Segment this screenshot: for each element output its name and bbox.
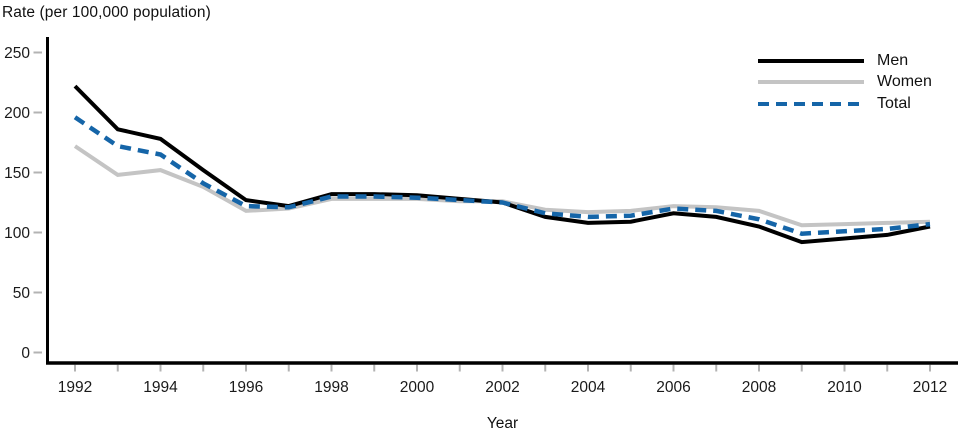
legend-label-women: Women [877,73,932,91]
legend-item-women: Women [758,72,932,94]
total-line-swatch [758,101,864,106]
y-tick-label: 50 [13,285,31,302]
y-tick-label: 250 [4,45,30,62]
x-tick-label: 2012 [913,379,947,396]
x-tick-label: 2008 [742,379,776,396]
x-tick-label: 1996 [229,379,263,396]
series-line-total [73,115,931,236]
legend-item-total: Total [758,93,932,115]
legend-item-men: Men [758,50,932,72]
y-tick-label: 150 [4,165,30,182]
legend: Men Women Total [758,50,932,115]
x-tick-label: 2006 [656,379,690,396]
x-tick-label: 2010 [827,379,862,396]
x-tick-label: 1998 [314,379,348,396]
y-tick-label: 200 [4,105,30,122]
men-line-swatch [758,58,864,63]
x-tick-label: 1992 [58,379,92,396]
x-tick-label: 2000 [400,379,435,396]
y-axis-title: Rate (per 100,000 population) [2,4,211,21]
legend-label-men: Men [877,51,909,69]
x-tick-label: 2004 [571,379,606,396]
y-tick-label: 100 [4,225,30,242]
x-tick-label: 1994 [143,379,178,396]
x-tick-label: 2002 [485,379,519,396]
x-axis-title: Year [486,415,519,432]
women-line-swatch [758,80,864,85]
legend-label-total: Total [877,94,911,112]
y-tick-label: 0 [21,345,30,362]
